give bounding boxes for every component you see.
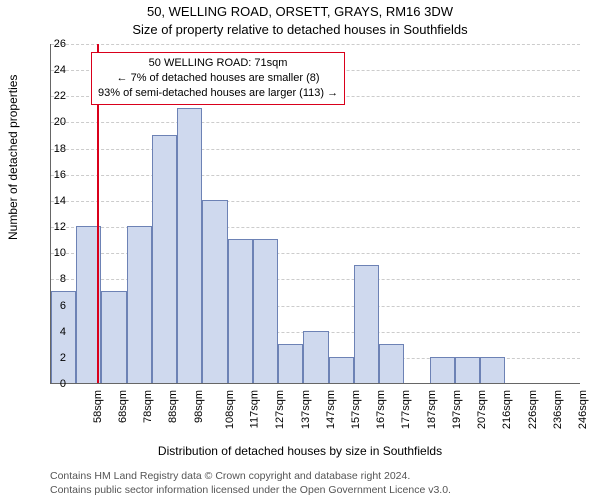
x-tick-label: 187sqm: [426, 390, 438, 429]
gridline-h: [51, 149, 580, 150]
histogram-bar: [228, 239, 253, 383]
y-tick-label: 2: [36, 352, 66, 364]
x-tick-label: 68sqm: [117, 390, 129, 423]
y-tick-label: 8: [36, 273, 66, 285]
histogram-bar: [354, 265, 379, 383]
annotation-line: ← 7% of detached houses are smaller (8): [98, 71, 338, 86]
x-tick-label: 78sqm: [142, 390, 154, 423]
x-tick-label: 246sqm: [577, 390, 589, 429]
y-tick-label: 6: [36, 300, 66, 312]
y-tick-label: 12: [36, 221, 66, 233]
histogram-bar: [202, 200, 227, 383]
x-tick-label: 98sqm: [193, 390, 205, 423]
chart-container: 50, WELLING ROAD, ORSETT, GRAYS, RM16 3D…: [0, 0, 600, 500]
x-tick-label: 216sqm: [502, 390, 514, 429]
footnote-2: Contains public sector information licen…: [50, 484, 451, 496]
x-tick-label: 147sqm: [325, 390, 337, 429]
y-tick-label: 4: [36, 326, 66, 338]
y-tick-label: 0: [36, 378, 66, 390]
y-axis-label: Number of detached properties: [6, 75, 20, 240]
gridline-h: [51, 175, 580, 176]
annotation-line: 93% of semi-detached houses are larger (…: [98, 86, 338, 101]
x-axis-label: Distribution of detached houses by size …: [0, 444, 600, 458]
gridline-h: [51, 201, 580, 202]
x-tick-label: 108sqm: [224, 390, 236, 429]
y-tick-label: 18: [36, 143, 66, 155]
x-tick-label: 236sqm: [552, 390, 564, 429]
x-tick-label: 127sqm: [274, 390, 286, 429]
x-tick-label: 157sqm: [350, 390, 362, 429]
gridline-h: [51, 44, 580, 45]
x-tick-label: 207sqm: [476, 390, 488, 429]
y-tick-label: 26: [36, 38, 66, 50]
x-tick-label: 226sqm: [527, 390, 539, 429]
plot-area: 50 WELLING ROAD: 71sqm← 7% of detached h…: [50, 44, 580, 384]
footnote-1: Contains HM Land Registry data © Crown c…: [50, 470, 410, 482]
annotation-box: 50 WELLING ROAD: 71sqm← 7% of detached h…: [91, 52, 345, 105]
histogram-bar: [177, 108, 202, 383]
gridline-h: [51, 122, 580, 123]
histogram-bar: [127, 226, 152, 383]
histogram-bar: [253, 239, 278, 383]
histogram-bar: [278, 344, 303, 383]
x-tick-label: 58sqm: [92, 390, 104, 423]
annotation-line: 50 WELLING ROAD: 71sqm: [98, 56, 338, 71]
y-tick-label: 10: [36, 247, 66, 259]
y-tick-label: 16: [36, 169, 66, 181]
x-tick-label: 88sqm: [167, 390, 179, 423]
histogram-bar: [430, 357, 455, 383]
y-tick-label: 22: [36, 90, 66, 102]
y-tick-label: 14: [36, 195, 66, 207]
x-tick-label: 167sqm: [375, 390, 387, 429]
chart-title-line1: 50, WELLING ROAD, ORSETT, GRAYS, RM16 3D…: [0, 4, 600, 19]
histogram-bar: [303, 331, 328, 383]
histogram-bar: [480, 357, 505, 383]
x-tick-label: 117sqm: [248, 390, 260, 428]
x-tick-label: 177sqm: [401, 390, 413, 429]
histogram-bar: [379, 344, 404, 383]
histogram-bar: [455, 357, 480, 383]
histogram-bar: [329, 357, 354, 383]
y-tick-label: 20: [36, 116, 66, 128]
histogram-bar: [152, 135, 177, 383]
x-tick-label: 137sqm: [300, 390, 312, 429]
chart-title-line2: Size of property relative to detached ho…: [0, 22, 600, 37]
x-tick-label: 197sqm: [451, 390, 463, 429]
histogram-bar: [101, 291, 126, 383]
y-tick-label: 24: [36, 64, 66, 76]
